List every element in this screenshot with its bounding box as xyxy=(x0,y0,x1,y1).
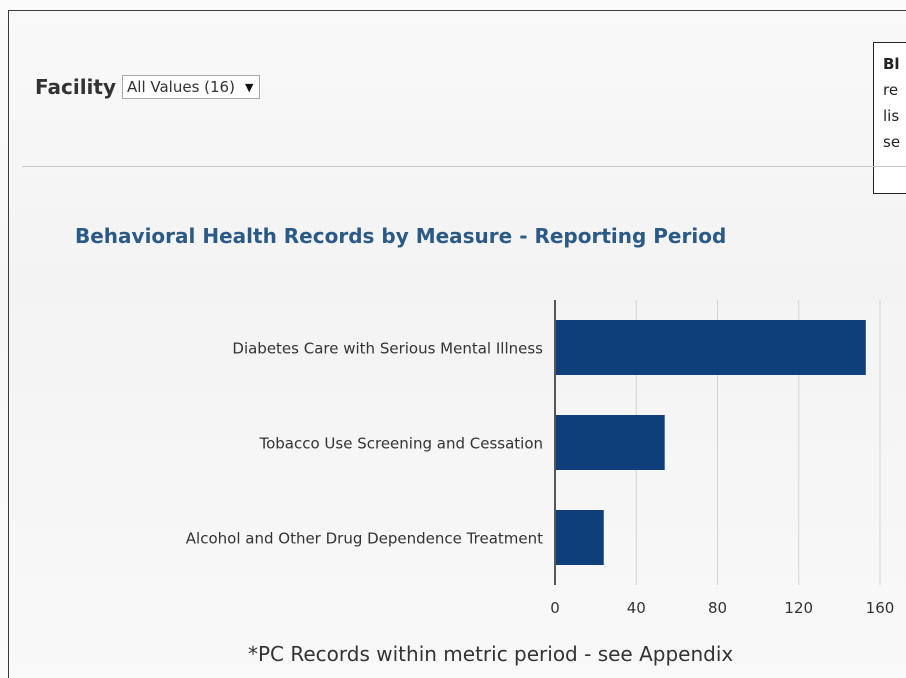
x-tick-label: 120 xyxy=(784,599,813,617)
bar xyxy=(556,320,866,375)
facility-dropdown-value: All Values (16) xyxy=(127,78,235,96)
chart-footnote: *PC Records within metric period - see A… xyxy=(248,642,734,666)
bar xyxy=(556,510,604,565)
info-box-line: se xyxy=(883,133,901,151)
x-tick-label: 80 xyxy=(708,599,727,617)
chart-title: Behavioral Health Records by Measure - R… xyxy=(75,224,727,248)
facility-dropdown[interactable]: All Values (16) ▼ xyxy=(122,75,261,99)
info-box-line: lis xyxy=(883,107,900,125)
category-label: Diabetes Care with Serious Mental Illnes… xyxy=(232,340,543,358)
x-tick-label: 160 xyxy=(866,599,895,617)
info-tooltip-box: Bl re lis se xyxy=(873,42,906,194)
facility-label: Facility xyxy=(35,75,117,99)
bar xyxy=(556,415,665,470)
facility-prompt: Facility All Values (16) ▼ xyxy=(35,72,261,102)
x-tick-label: 0 xyxy=(550,599,560,617)
section-divider xyxy=(22,166,906,167)
category-label: Alcohol and Other Drug Dependence Treatm… xyxy=(186,530,543,548)
x-tick-label: 40 xyxy=(627,599,646,617)
category-label: Tobacco Use Screening and Cessation xyxy=(258,435,543,453)
info-box-line: Bl xyxy=(883,55,900,73)
dropdown-arrow-icon: ▼ xyxy=(244,80,254,94)
info-box-line: re xyxy=(883,81,899,99)
